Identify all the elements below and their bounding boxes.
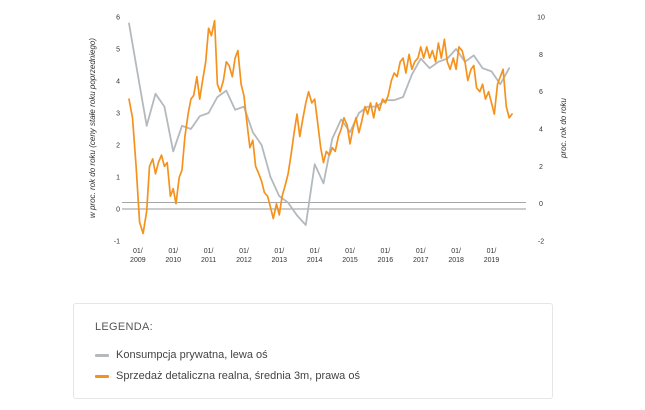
x-tick-label-bottom: 2017 [413, 257, 429, 264]
x-tick-label-bottom: 2009 [130, 257, 146, 264]
x-tick-label-top: 01/ [274, 248, 284, 255]
reference-lines [122, 202, 526, 210]
right-tick-label: 10 [537, 15, 545, 22]
x-tick-label-top: 01/ [239, 248, 249, 255]
series-konsumpcja-prywatna [128, 22, 511, 226]
series-line-0 [128, 22, 511, 226]
legend-label: Konsumpcja prywatna, lewa oś [116, 349, 268, 361]
x-axis-ticks: 01/2009 01/2010 01/2011 01/2012 01/2013 01/20… [130, 248, 499, 264]
x-tick-label-top: 01/ [381, 248, 391, 255]
right-axis-label: proc. rok do roku [559, 97, 568, 159]
right-tick-label: -2 [538, 239, 544, 246]
right-tick-label: 0 [539, 201, 543, 208]
left-tick-label: 3 [116, 111, 120, 118]
left-tick-label: 0 [116, 207, 120, 214]
x-tick-label-top: 01/ [204, 248, 214, 255]
series-sprzedaz-detaliczna [128, 19, 513, 235]
legend-box: LEGENDA: Konsumpcja prywatna, lewa oś Sp… [73, 303, 553, 399]
right-tick-label: 6 [539, 89, 543, 96]
x-tick-label-bottom: 2010 [165, 257, 181, 264]
x-tick-label-bottom: 2018 [448, 257, 464, 264]
x-tick-label-bottom: 2012 [236, 257, 252, 264]
left-tick-label: 6 [116, 15, 120, 22]
legend-item-sprzedaz: Sprzedaż detaliczna realna, średnia 3m, … [95, 370, 360, 382]
x-tick-label-top: 01/ [487, 248, 497, 255]
x-tick-label-top: 01/ [451, 248, 461, 255]
x-tick-label-top: 01/ [133, 248, 143, 255]
legend-title: LEGENDA: [95, 321, 154, 333]
left-tick-label: 4 [116, 79, 120, 86]
left-tick-label: 2 [116, 143, 120, 150]
left-axis-ticks: -1 0 1 2 3 4 5 6 [114, 15, 120, 246]
left-tick-label: -1 [114, 239, 120, 246]
x-tick-label-top: 01/ [416, 248, 426, 255]
x-tick-label-top: 01/ [168, 248, 178, 255]
legend-swatch-orange [95, 374, 109, 378]
x-tick-label-bottom: 2015 [342, 257, 358, 264]
left-axis-label: w proc. rok do roku (ceny stałe roku pop… [88, 38, 97, 218]
right-tick-label: 8 [539, 52, 543, 59]
right-tick-label: 4 [539, 127, 543, 134]
legend-item-konsumpcja: Konsumpcja prywatna, lewa oś [95, 349, 268, 361]
left-tick-label: 5 [116, 47, 120, 54]
left-tick-label: 1 [116, 175, 120, 182]
x-tick-label-bottom: 2019 [484, 257, 500, 264]
series-line-1 [128, 19, 513, 235]
legend-label: Sprzedaż detaliczna realna, średnia 3m, … [116, 370, 360, 382]
x-tick-label-bottom: 2016 [378, 257, 394, 264]
line-chart: -1 0 1 2 3 4 5 6 -2 0 2 4 6 8 10 01/2009 01/2010 01/201… [88, 15, 568, 265]
x-tick-label-top: 01/ [345, 248, 355, 255]
legend-swatch-grey [95, 353, 109, 357]
x-tick-label-bottom: 2014 [307, 257, 323, 264]
right-tick-label: 2 [539, 164, 543, 171]
x-tick-label-top: 01/ [310, 248, 320, 255]
x-tick-label-bottom: 2011 [201, 257, 216, 264]
right-axis-ticks: -2 0 2 4 6 8 10 [537, 15, 545, 246]
x-tick-label-bottom: 2013 [272, 257, 288, 264]
